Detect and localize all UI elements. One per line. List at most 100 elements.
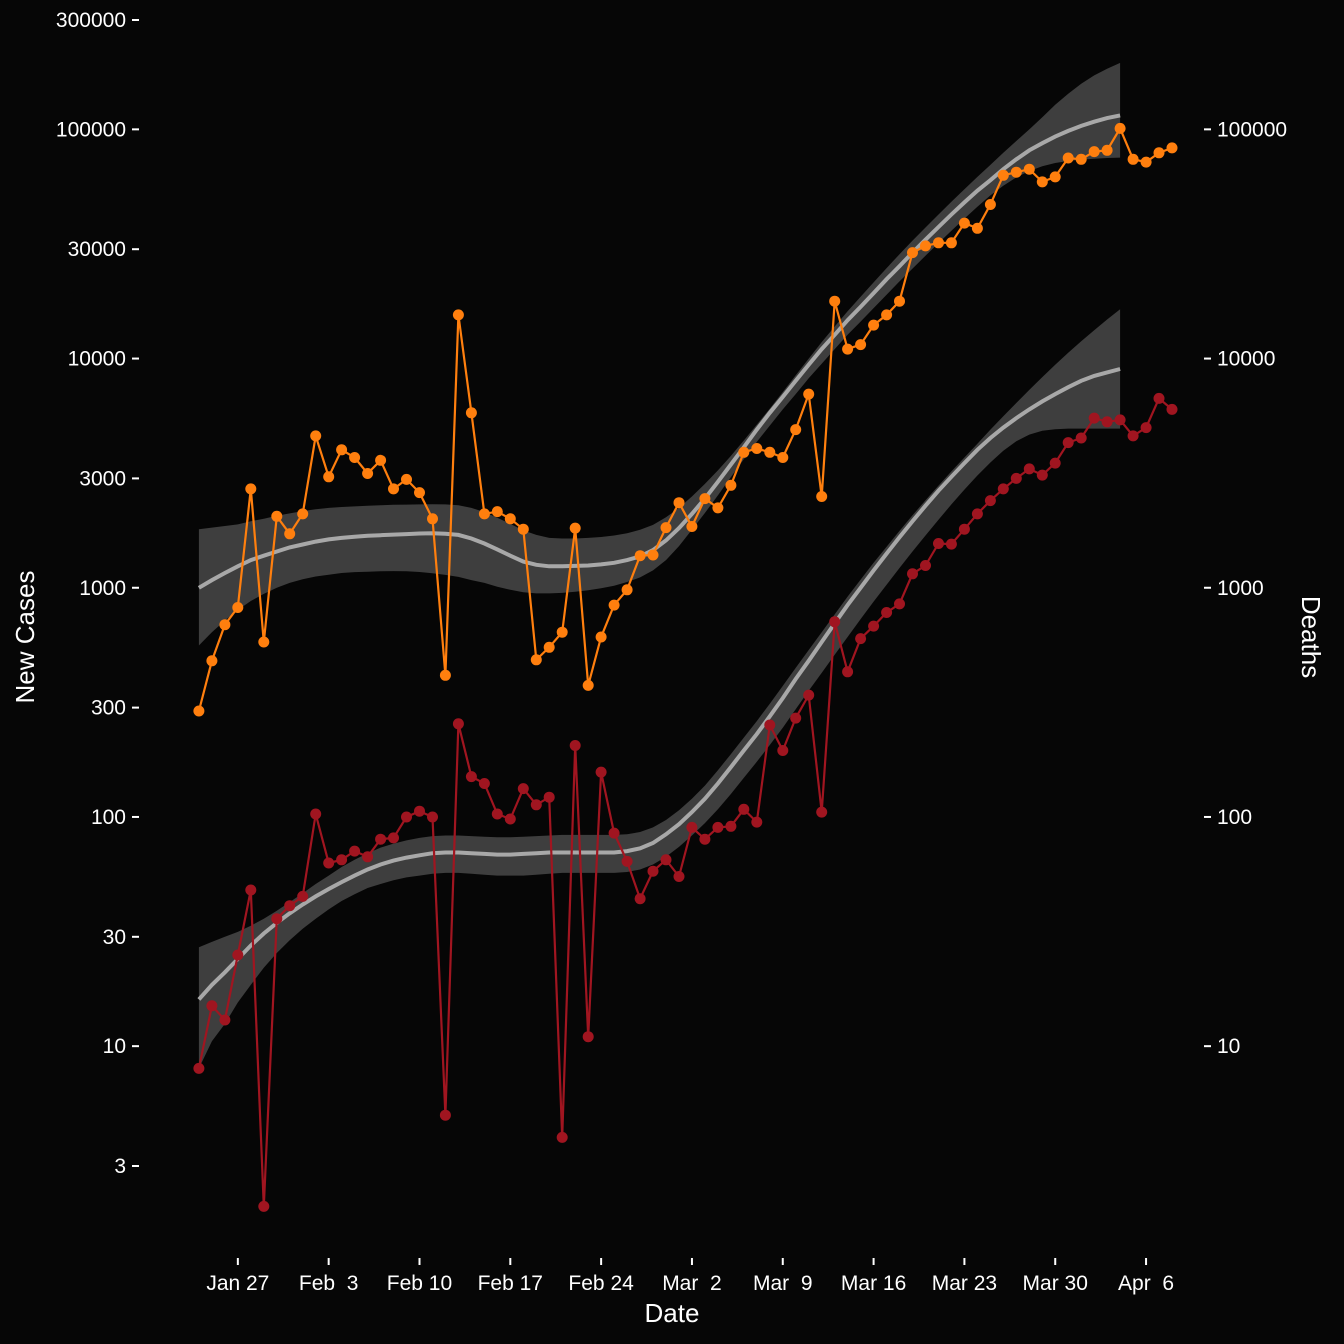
data-point-1-67 [1062, 437, 1074, 449]
data-point-0-14 [375, 454, 387, 466]
data-point-1-61 [984, 495, 996, 507]
right-tick-label-0: 10 [1217, 1035, 1240, 1058]
right-y-axis: 10 100 1000 10000 100000 [1204, 118, 1287, 1058]
data-point-0-26 [530, 654, 542, 666]
data-point-1-56 [920, 560, 931, 571]
data-point-0-60 [971, 222, 983, 234]
left-tick-label-3: 100 [91, 806, 126, 829]
data-point-0-63 [1010, 166, 1022, 178]
data-point-1-46 [790, 712, 802, 724]
data-point-1-31 [595, 766, 607, 778]
y-axis-title-left: New Cases [10, 571, 40, 704]
data-point-1-18 [427, 811, 438, 823]
data-point-1-69 [1088, 412, 1100, 424]
data-point-1-34 [634, 893, 646, 905]
data-point-0-54 [894, 295, 905, 307]
data-point-1-40 [712, 821, 724, 833]
data-point-1-75 [1166, 403, 1178, 415]
data-point-1-9 [310, 808, 322, 820]
data-point-1-48 [816, 806, 828, 818]
data-point-0-17 [414, 487, 425, 499]
confidence-band-0 [198, 62, 1121, 646]
data-point-1-5 [258, 1200, 270, 1212]
data-point-0-15 [388, 483, 399, 495]
data-point-0-31 [595, 631, 607, 643]
data-point-1-1 [206, 1000, 218, 1012]
data-point-1-66 [1049, 457, 1061, 469]
left-tick-label-1: 10 [103, 1035, 126, 1058]
data-point-1-14 [375, 833, 387, 845]
data-point-0-36 [660, 522, 672, 534]
right-tick-label-2: 1000 [1217, 577, 1264, 600]
data-point-1-22 [478, 778, 490, 789]
smooth-line-1 [197, 367, 1121, 1001]
x-tick-label-10: Apr 6 [1118, 1272, 1174, 1295]
data-point-1-30 [582, 1031, 594, 1043]
x-tick-label-5: Mar 2 [662, 1272, 722, 1295]
data-point-1-49 [829, 616, 841, 628]
data-point-0-20 [452, 309, 464, 321]
x-tick-label-3: Feb 17 [478, 1272, 543, 1295]
data-point-0-5 [258, 636, 270, 648]
data-point-1-43 [751, 816, 763, 828]
data-point-0-11 [336, 444, 348, 456]
data-point-0-71 [1114, 122, 1126, 134]
smooth-line-0 [197, 113, 1121, 590]
data-point-0-4 [245, 483, 257, 495]
data-point-0-30 [582, 679, 594, 691]
left-tick-label-2: 30 [103, 926, 126, 949]
left-tick-label-0: 3 [114, 1155, 126, 1178]
data-point-0-1 [206, 655, 218, 667]
smooth-lines [197, 113, 1121, 1001]
data-point-0-12 [349, 452, 361, 463]
confidence-bands [198, 62, 1121, 1069]
data-point-0-3 [232, 602, 244, 613]
right-tick-label-3: 10000 [1217, 348, 1275, 371]
data-point-1-16 [401, 811, 412, 823]
data-point-0-45 [777, 452, 789, 463]
data-point-0-24 [504, 513, 516, 525]
data-point-1-51 [855, 633, 867, 645]
data-point-0-58 [945, 237, 957, 249]
data-point-1-8 [297, 890, 309, 902]
data-point-0-62 [997, 169, 1009, 181]
data-point-0-9 [310, 430, 322, 442]
x-tick-label-4: Feb 24 [568, 1272, 634, 1295]
x-tick-label-2: Feb 10 [387, 1272, 452, 1295]
data-point-1-52 [868, 620, 880, 632]
left-tick-label-9: 100000 [56, 118, 126, 141]
data-point-0-70 [1101, 144, 1113, 156]
data-point-0-2 [219, 619, 231, 631]
data-point-1-23 [491, 808, 503, 820]
data-point-1-15 [388, 832, 399, 844]
data-point-0-52 [868, 319, 880, 331]
x-tick-label-9: Mar 30 [1023, 1272, 1088, 1295]
data-point-0-19 [439, 669, 451, 681]
data-point-1-59 [958, 523, 970, 535]
data-point-1-0 [193, 1062, 205, 1074]
data-point-1-20 [452, 718, 464, 730]
data-point-0-72 [1127, 153, 1139, 165]
data-point-0-66 [1049, 171, 1061, 183]
data-point-1-17 [414, 805, 425, 817]
data-point-0-61 [984, 199, 996, 210]
data-point-1-70 [1101, 416, 1113, 428]
data-point-1-12 [349, 845, 361, 857]
data-point-0-8 [297, 508, 309, 520]
data-point-0-57 [933, 237, 944, 249]
left-tick-label-10: 300000 [56, 9, 126, 32]
data-point-0-13 [362, 468, 374, 479]
data-point-1-28 [556, 1131, 568, 1143]
data-point-1-29 [569, 740, 581, 751]
data-point-1-27 [543, 791, 555, 803]
data-point-0-50 [842, 343, 854, 355]
data-point-0-48 [816, 491, 828, 502]
data-point-0-32 [608, 599, 620, 611]
data-point-0-51 [855, 339, 867, 351]
data-point-0-25 [517, 523, 529, 535]
data-point-1-6 [271, 913, 283, 925]
data-point-1-7 [284, 900, 296, 912]
data-point-0-43 [751, 443, 763, 454]
x-tick-label-6: Mar 9 [753, 1272, 813, 1295]
